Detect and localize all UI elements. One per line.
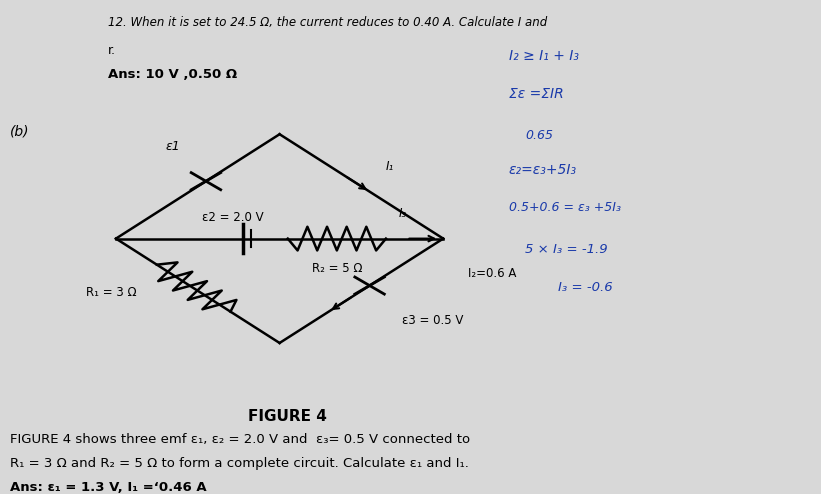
Text: R₁ = 3 Ω and R₂ = 5 Ω to form a complete circuit. Calculate ε₁ and I₁.: R₁ = 3 Ω and R₂ = 5 Ω to form a complete… <box>10 457 469 470</box>
Text: ε2 = 2.0 V: ε2 = 2.0 V <box>202 211 264 224</box>
Text: Σε =ΣIR: Σε =ΣIR <box>509 87 563 101</box>
Text: 12. When it is set to 24.5 Ω, the current reduces to 0.40 A. Calculate I and: 12. When it is set to 24.5 Ω, the curren… <box>108 16 547 29</box>
Text: I₃ = -0.6: I₃ = -0.6 <box>557 281 612 294</box>
Text: I₂=0.6 A: I₂=0.6 A <box>468 267 516 280</box>
Text: I₂ ≥ I₁ + I₃: I₂ ≥ I₁ + I₃ <box>509 49 579 63</box>
Text: ε1: ε1 <box>166 140 181 153</box>
Text: (b): (b) <box>10 125 29 139</box>
Text: 0.65: 0.65 <box>525 129 553 142</box>
Text: I₃: I₃ <box>398 206 406 220</box>
Text: r.: r. <box>108 44 116 57</box>
Text: 0.5+0.6 = ε₃ +5I₃: 0.5+0.6 = ε₃ +5I₃ <box>509 201 621 213</box>
Text: I₁: I₁ <box>386 160 394 173</box>
Text: FIGURE 4: FIGURE 4 <box>248 410 328 424</box>
Text: Ans: ε₁ = 1.3 V, I₁ =‘0.46 A: Ans: ε₁ = 1.3 V, I₁ =‘0.46 A <box>10 481 206 494</box>
Text: ε3 = 0.5 V: ε3 = 0.5 V <box>402 314 464 327</box>
Text: ε₂=ε₃+5I₃: ε₂=ε₃+5I₃ <box>509 163 577 177</box>
Text: 5 × I₃ = -1.9: 5 × I₃ = -1.9 <box>525 244 608 256</box>
Text: Ans: 10 V ,0.50 Ω: Ans: 10 V ,0.50 Ω <box>108 68 237 81</box>
Text: FIGURE 4 shows three emf ε₁, ε₂ = 2.0 V and  ε₃= 0.5 V connected to: FIGURE 4 shows three emf ε₁, ε₂ = 2.0 V … <box>10 433 470 446</box>
Text: R₁ = 3 Ω: R₁ = 3 Ω <box>85 287 136 299</box>
Text: R₂ = 5 Ω: R₂ = 5 Ω <box>312 262 362 275</box>
